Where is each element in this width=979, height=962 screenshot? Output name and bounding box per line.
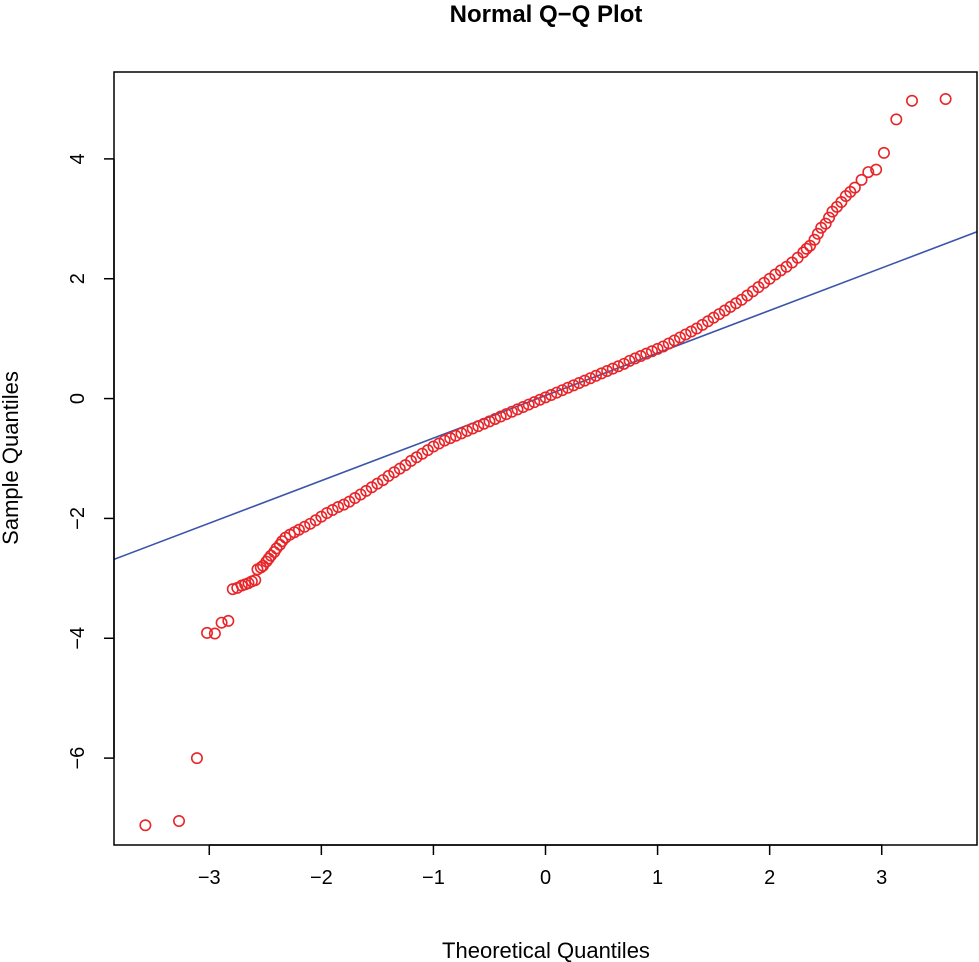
x-tick-label: 1 xyxy=(652,867,663,889)
y-tick-label: 4 xyxy=(67,153,89,164)
data-point xyxy=(494,410,507,423)
data-point xyxy=(483,415,496,428)
data-point xyxy=(808,233,821,246)
data-point xyxy=(823,211,836,224)
x-tick-label: 0 xyxy=(540,867,551,889)
data-point xyxy=(517,400,530,413)
data-point xyxy=(539,391,552,404)
data-point xyxy=(862,166,875,179)
data-point xyxy=(890,113,903,126)
data-point xyxy=(685,325,698,338)
y-tick-label: 2 xyxy=(67,273,89,284)
data-point xyxy=(877,146,890,159)
data-point xyxy=(337,498,350,511)
data-point xyxy=(612,360,625,373)
data-point xyxy=(173,815,186,828)
y-tick-label: 0 xyxy=(67,393,89,404)
data-point xyxy=(545,388,558,401)
data-point xyxy=(556,384,569,397)
data-point xyxy=(326,504,339,517)
data-point xyxy=(505,405,518,418)
data-point xyxy=(629,352,642,365)
data-point xyxy=(533,393,546,406)
data-point xyxy=(657,340,670,353)
data-point xyxy=(511,403,524,416)
data-point xyxy=(550,386,563,399)
data-point xyxy=(489,412,502,425)
data-point xyxy=(249,574,262,587)
data-point xyxy=(528,396,541,409)
data-point xyxy=(848,181,861,194)
x-tick-label: 3 xyxy=(876,867,887,889)
y-tick-label: −4 xyxy=(67,627,89,650)
data-point xyxy=(201,626,214,639)
data-point xyxy=(500,408,513,421)
data-point xyxy=(215,616,228,629)
data-point xyxy=(668,334,681,347)
chart-title: Normal Q−Q Plot xyxy=(450,1,643,28)
data-point xyxy=(589,369,602,382)
data-point xyxy=(584,372,597,385)
y-tick-label: −6 xyxy=(67,747,89,770)
data-point xyxy=(433,437,446,450)
data-point xyxy=(449,429,462,442)
data-point xyxy=(472,420,485,433)
x-tick-label: 2 xyxy=(764,867,775,889)
x-tick-label: −1 xyxy=(422,867,445,889)
data-point xyxy=(190,752,203,765)
data-point xyxy=(640,347,653,360)
data-point xyxy=(645,345,658,358)
data-point xyxy=(634,350,647,363)
data-point xyxy=(819,217,832,230)
x-tick-label: −2 xyxy=(310,867,333,889)
data-point xyxy=(567,379,580,392)
y-tick-label: −2 xyxy=(67,507,89,530)
data-point xyxy=(276,535,289,548)
data-point xyxy=(522,398,535,411)
data-point xyxy=(797,246,810,259)
data-point xyxy=(601,365,614,378)
data-point xyxy=(298,520,311,533)
data-point xyxy=(673,331,686,344)
y-axis: −6 −4 −2 0 2 4 xyxy=(67,153,115,770)
data-point xyxy=(811,227,824,240)
data-point xyxy=(444,432,457,445)
data-point xyxy=(623,354,636,367)
data-point xyxy=(578,374,591,387)
data-point xyxy=(679,328,692,341)
data-point xyxy=(561,381,574,394)
data-point xyxy=(292,523,305,536)
data-point xyxy=(477,417,490,430)
data-point xyxy=(466,422,479,435)
data-point xyxy=(800,242,813,255)
data-point xyxy=(573,376,586,389)
plot-area xyxy=(114,92,977,832)
x-axis-label: Theoretical Quantiles xyxy=(442,938,650,962)
data-point xyxy=(455,427,468,440)
data-point xyxy=(606,362,619,375)
data-point xyxy=(139,819,152,832)
data-point xyxy=(427,440,440,453)
data-point xyxy=(651,342,664,355)
data-point xyxy=(332,501,345,514)
data-point xyxy=(905,94,918,107)
data-point xyxy=(870,163,883,176)
data-point xyxy=(320,507,333,520)
data-point xyxy=(208,627,221,640)
data-point xyxy=(438,434,451,447)
data-point xyxy=(855,173,868,186)
data-point xyxy=(595,367,608,380)
y-axis-label: Sample Quantiles xyxy=(0,371,23,545)
x-axis: −3 −2 −1 0 1 2 3 xyxy=(198,844,887,889)
data-point xyxy=(939,92,952,105)
x-tick-label: −3 xyxy=(198,867,221,889)
data-point xyxy=(222,614,235,627)
data-point xyxy=(662,337,675,350)
data-point xyxy=(617,357,630,370)
data-point xyxy=(461,424,474,437)
